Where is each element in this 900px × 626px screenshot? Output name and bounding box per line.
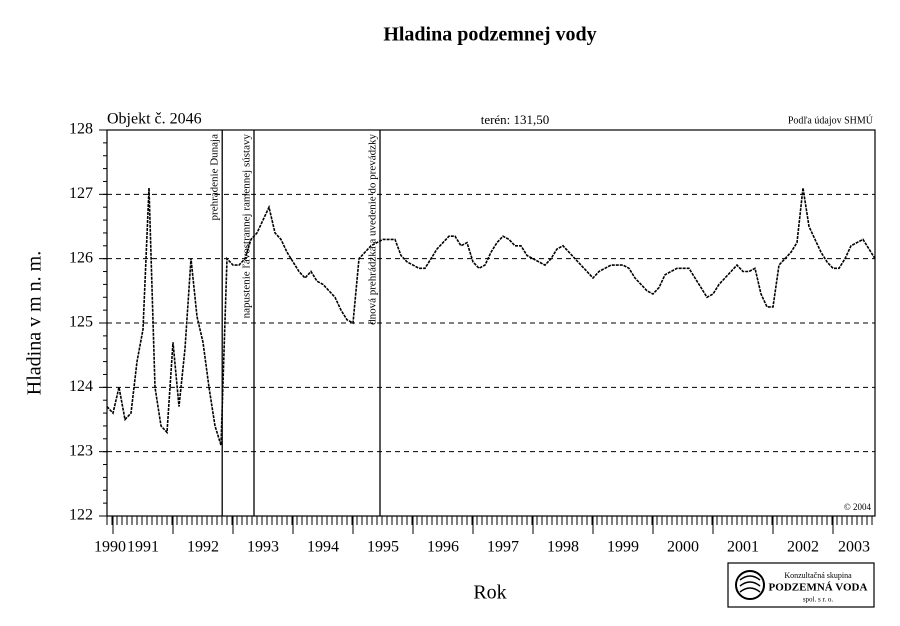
chart-title: Hladina podzemnej vody <box>383 24 596 46</box>
y-tick-label: 128 <box>69 121 93 138</box>
plot-frame <box>106 129 876 517</box>
series-line <box>106 187 876 446</box>
x-axis-label: Rok <box>473 582 506 604</box>
y-axis-label: Hladina v m n. m. <box>24 251 46 395</box>
logo-line1: Konzultačná skupina <box>784 571 852 580</box>
x-tick-label: 1998 <box>547 539 579 556</box>
event-label: prehradenie Dunaja <box>209 134 221 221</box>
y-tick-label: 125 <box>69 314 93 331</box>
x-tick-label: 1991 <box>127 539 159 556</box>
x-tick-label: 1992 <box>187 539 219 556</box>
x-tick-label: 2000 <box>667 539 699 556</box>
logo-icon <box>735 570 765 600</box>
logo-waves <box>739 575 761 593</box>
y-tick-label: 122 <box>69 507 93 524</box>
event-label: napustenie ľavostrannej ramennej sústavy <box>241 134 253 319</box>
x-tick-label: 1993 <box>247 539 279 556</box>
y-tick-label: 124 <box>69 378 93 395</box>
y-tick-label: 123 <box>69 442 93 459</box>
y-tick-label: 126 <box>69 249 93 266</box>
x-tick-label: 1990 <box>94 539 126 556</box>
event-label: dnová prehrádzka a uvedenie do prevádzky <box>367 134 379 325</box>
x-tick-label: 1997 <box>487 539 519 556</box>
x-tick-label: 2002 <box>787 539 819 556</box>
x-tick-label: 2003 <box>838 539 870 556</box>
logo-line2: PODZEMNÁ VODA <box>769 582 868 594</box>
object-label: Objekt č. 2046 <box>107 111 202 128</box>
logo-frame <box>727 562 875 608</box>
y-tick-label: 127 <box>69 185 93 202</box>
terrain-label: terén: 131,50 <box>481 112 550 127</box>
x-tick-label: 1996 <box>427 539 459 556</box>
logo-line3: spol. s r. o. <box>803 596 834 604</box>
x-tick-label: 1999 <box>607 539 639 556</box>
x-tick-label: 1994 <box>307 539 339 556</box>
logo: Konzultačná skupina PODZEMNÁ VODA spol. … <box>727 562 875 608</box>
x-tick-label: 2001 <box>727 539 759 556</box>
source-label: Podľa údajov SHMÚ <box>788 114 874 126</box>
copyright: © 2004 <box>844 502 872 512</box>
x-tick-label: 1995 <box>367 539 399 556</box>
